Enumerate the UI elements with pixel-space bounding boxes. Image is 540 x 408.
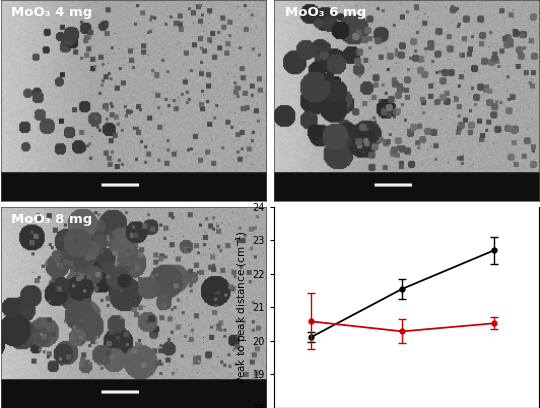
Text: MoO₃ 8 mg: MoO₃ 8 mg bbox=[11, 213, 92, 226]
Y-axis label: Peak to peak distance (cm$^{-1}$): Peak to peak distance (cm$^{-1}$) bbox=[234, 230, 249, 384]
Text: MoO₃ 6 mg: MoO₃ 6 mg bbox=[285, 7, 366, 20]
Text: MoO₃ 4 mg: MoO₃ 4 mg bbox=[11, 7, 92, 20]
